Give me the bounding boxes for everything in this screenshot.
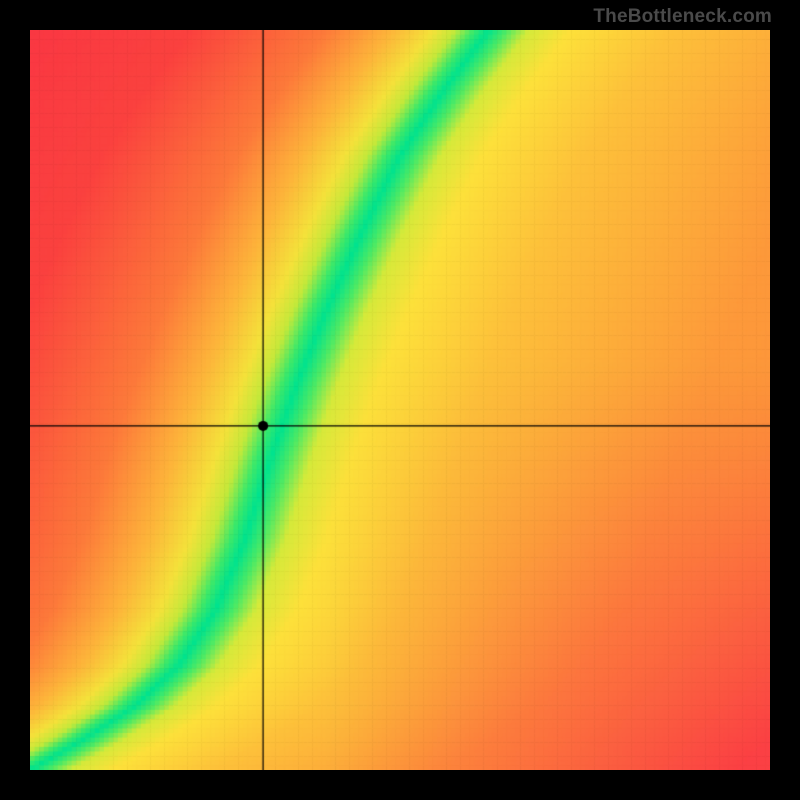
watermark-text: TheBottleneck.com: [593, 6, 772, 28]
bottleneck-heatmap: [30, 30, 770, 770]
